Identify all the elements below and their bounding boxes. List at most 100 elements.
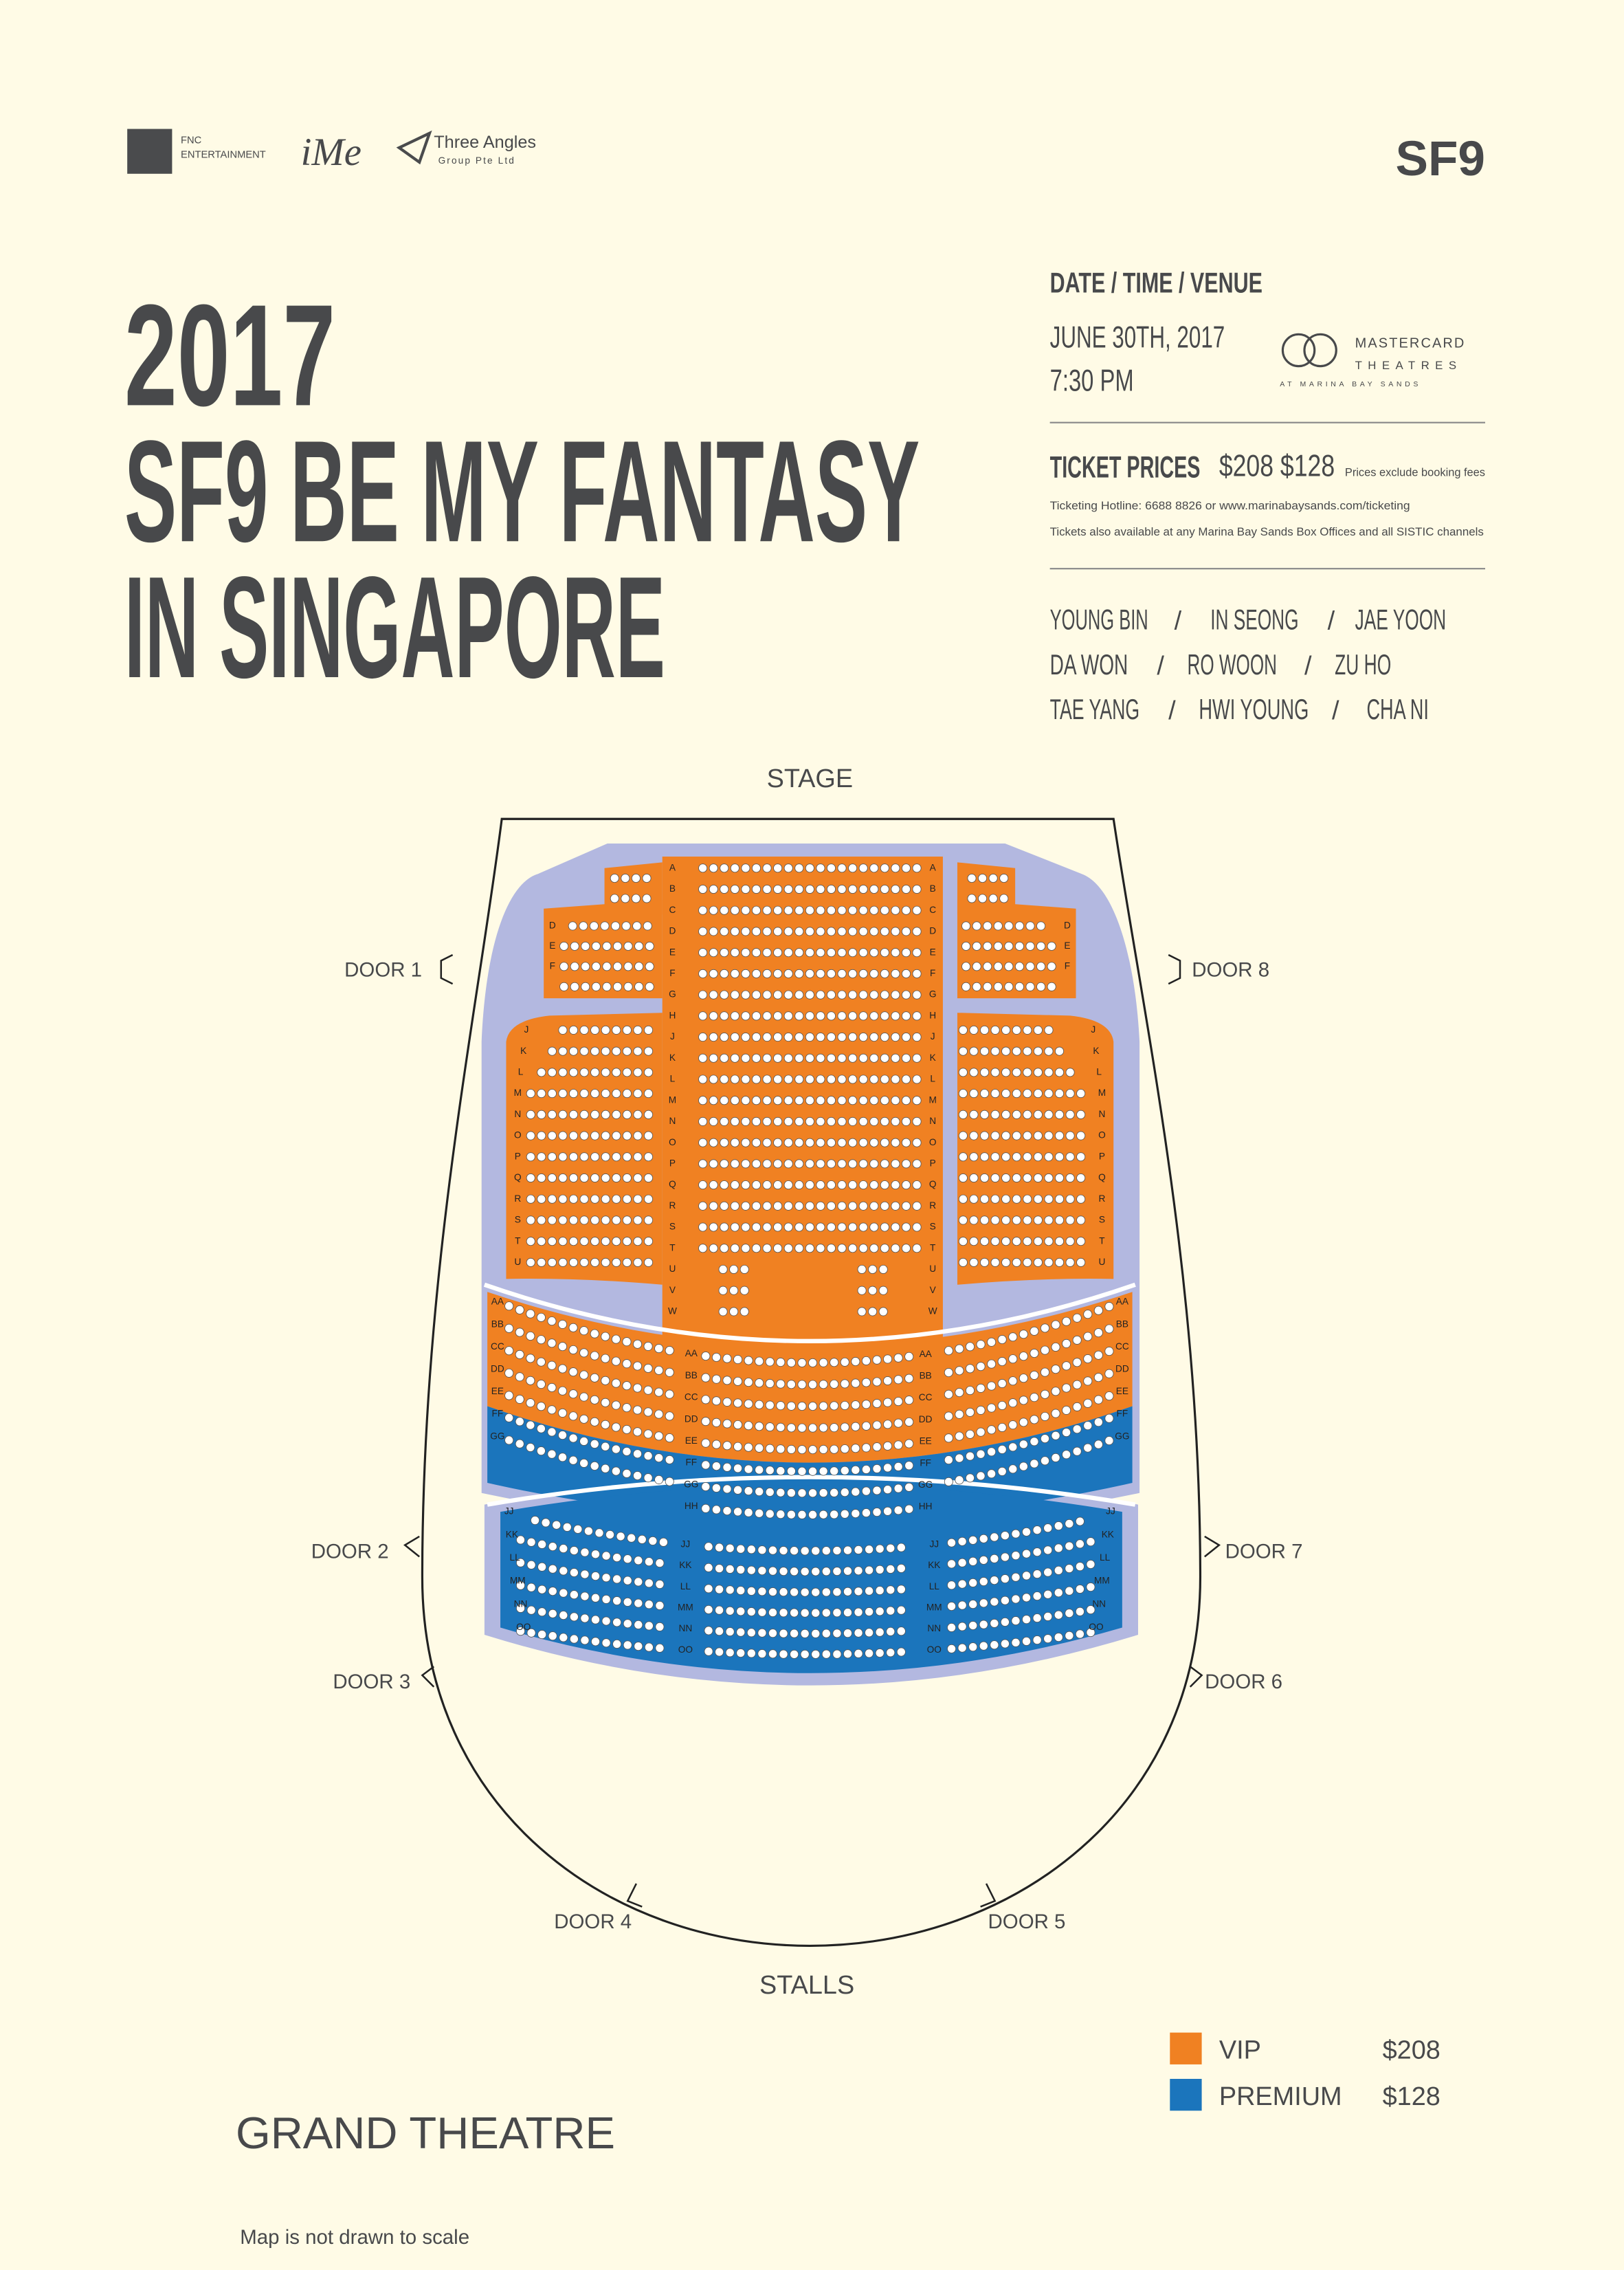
seat	[967, 873, 977, 883]
seat	[840, 1379, 849, 1389]
row-label: F	[930, 968, 935, 978]
seat	[612, 1025, 621, 1035]
row-label: NN	[927, 1623, 941, 1633]
seat	[622, 1468, 632, 1478]
seat	[755, 1356, 764, 1366]
seat	[1044, 1257, 1054, 1267]
row-label: DD	[685, 1413, 698, 1424]
seat	[1076, 1215, 1086, 1225]
seat	[872, 1355, 882, 1365]
seat	[1030, 1437, 1039, 1446]
seat	[783, 1033, 793, 1042]
seat	[1004, 941, 1014, 951]
seat	[773, 884, 783, 894]
seat	[765, 1488, 775, 1497]
seat	[634, 1598, 643, 1608]
seat	[990, 1618, 999, 1628]
seat	[622, 1110, 632, 1119]
seat	[739, 1264, 749, 1275]
seat	[901, 927, 911, 936]
seat	[957, 1536, 967, 1546]
seat	[765, 1422, 775, 1432]
seat	[644, 1642, 654, 1652]
seat	[526, 1131, 535, 1140]
row-label: J	[1091, 1024, 1095, 1035]
seat	[644, 1557, 654, 1567]
seat	[623, 1554, 632, 1564]
seat	[1062, 1450, 1071, 1459]
seat	[1012, 1046, 1021, 1056]
legend-swatch	[1170, 2078, 1202, 2111]
seat	[1023, 1068, 1032, 1077]
seat	[627, 1533, 636, 1543]
seat	[610, 873, 619, 883]
seat	[830, 1401, 839, 1411]
row-label: E	[549, 940, 555, 951]
seat	[768, 1649, 777, 1659]
seat	[633, 1215, 643, 1225]
seat	[794, 1053, 804, 1063]
seat	[883, 1441, 893, 1451]
seat	[1012, 1025, 1021, 1035]
seat	[790, 1629, 799, 1638]
seat	[1001, 1025, 1011, 1035]
seat	[808, 1380, 818, 1389]
seat	[830, 1510, 839, 1519]
seat	[751, 1116, 761, 1126]
row-label: DD	[1115, 1363, 1129, 1374]
seat	[968, 1621, 978, 1631]
seat	[744, 1378, 753, 1387]
seat	[643, 1025, 654, 1035]
seat	[1008, 1398, 1018, 1408]
seat	[957, 1558, 967, 1567]
seat	[816, 884, 825, 894]
seat	[515, 1349, 524, 1359]
seat	[904, 1374, 914, 1383]
seat	[709, 1138, 718, 1147]
seat	[912, 905, 922, 915]
seat	[762, 1053, 772, 1063]
seat	[715, 1647, 724, 1657]
seat	[590, 1173, 600, 1183]
seat	[1033, 1046, 1043, 1056]
seat	[730, 905, 739, 915]
seat	[987, 1381, 997, 1391]
seat	[901, 1201, 911, 1211]
seat	[1076, 1152, 1086, 1162]
seat	[643, 1110, 654, 1119]
seat	[1033, 1089, 1043, 1099]
seat	[883, 1485, 893, 1495]
seat	[858, 1116, 868, 1126]
seat	[762, 1116, 772, 1126]
seat	[645, 962, 654, 971]
row-label: G	[669, 989, 676, 1000]
seat	[955, 1344, 964, 1354]
seat	[957, 1622, 967, 1631]
seat	[725, 1648, 735, 1657]
seat	[537, 1215, 546, 1225]
seat	[773, 1222, 783, 1232]
seat	[990, 1131, 1000, 1140]
seat	[611, 1466, 621, 1476]
seat	[944, 1455, 953, 1465]
seat	[611, 1378, 621, 1388]
seat	[1030, 1326, 1039, 1336]
seat	[840, 1509, 849, 1519]
seat	[972, 962, 981, 971]
seat	[987, 1447, 997, 1457]
seat	[602, 941, 612, 951]
seat	[794, 1201, 804, 1211]
row-label: E	[930, 947, 936, 957]
seat	[983, 982, 992, 991]
seat	[698, 863, 708, 873]
seat	[857, 1307, 867, 1316]
seat	[622, 1215, 632, 1225]
seat	[972, 921, 981, 931]
seat	[601, 1638, 611, 1648]
seat	[601, 1215, 610, 1225]
seat	[730, 927, 739, 936]
seat	[733, 1442, 743, 1451]
seat	[762, 1222, 772, 1232]
